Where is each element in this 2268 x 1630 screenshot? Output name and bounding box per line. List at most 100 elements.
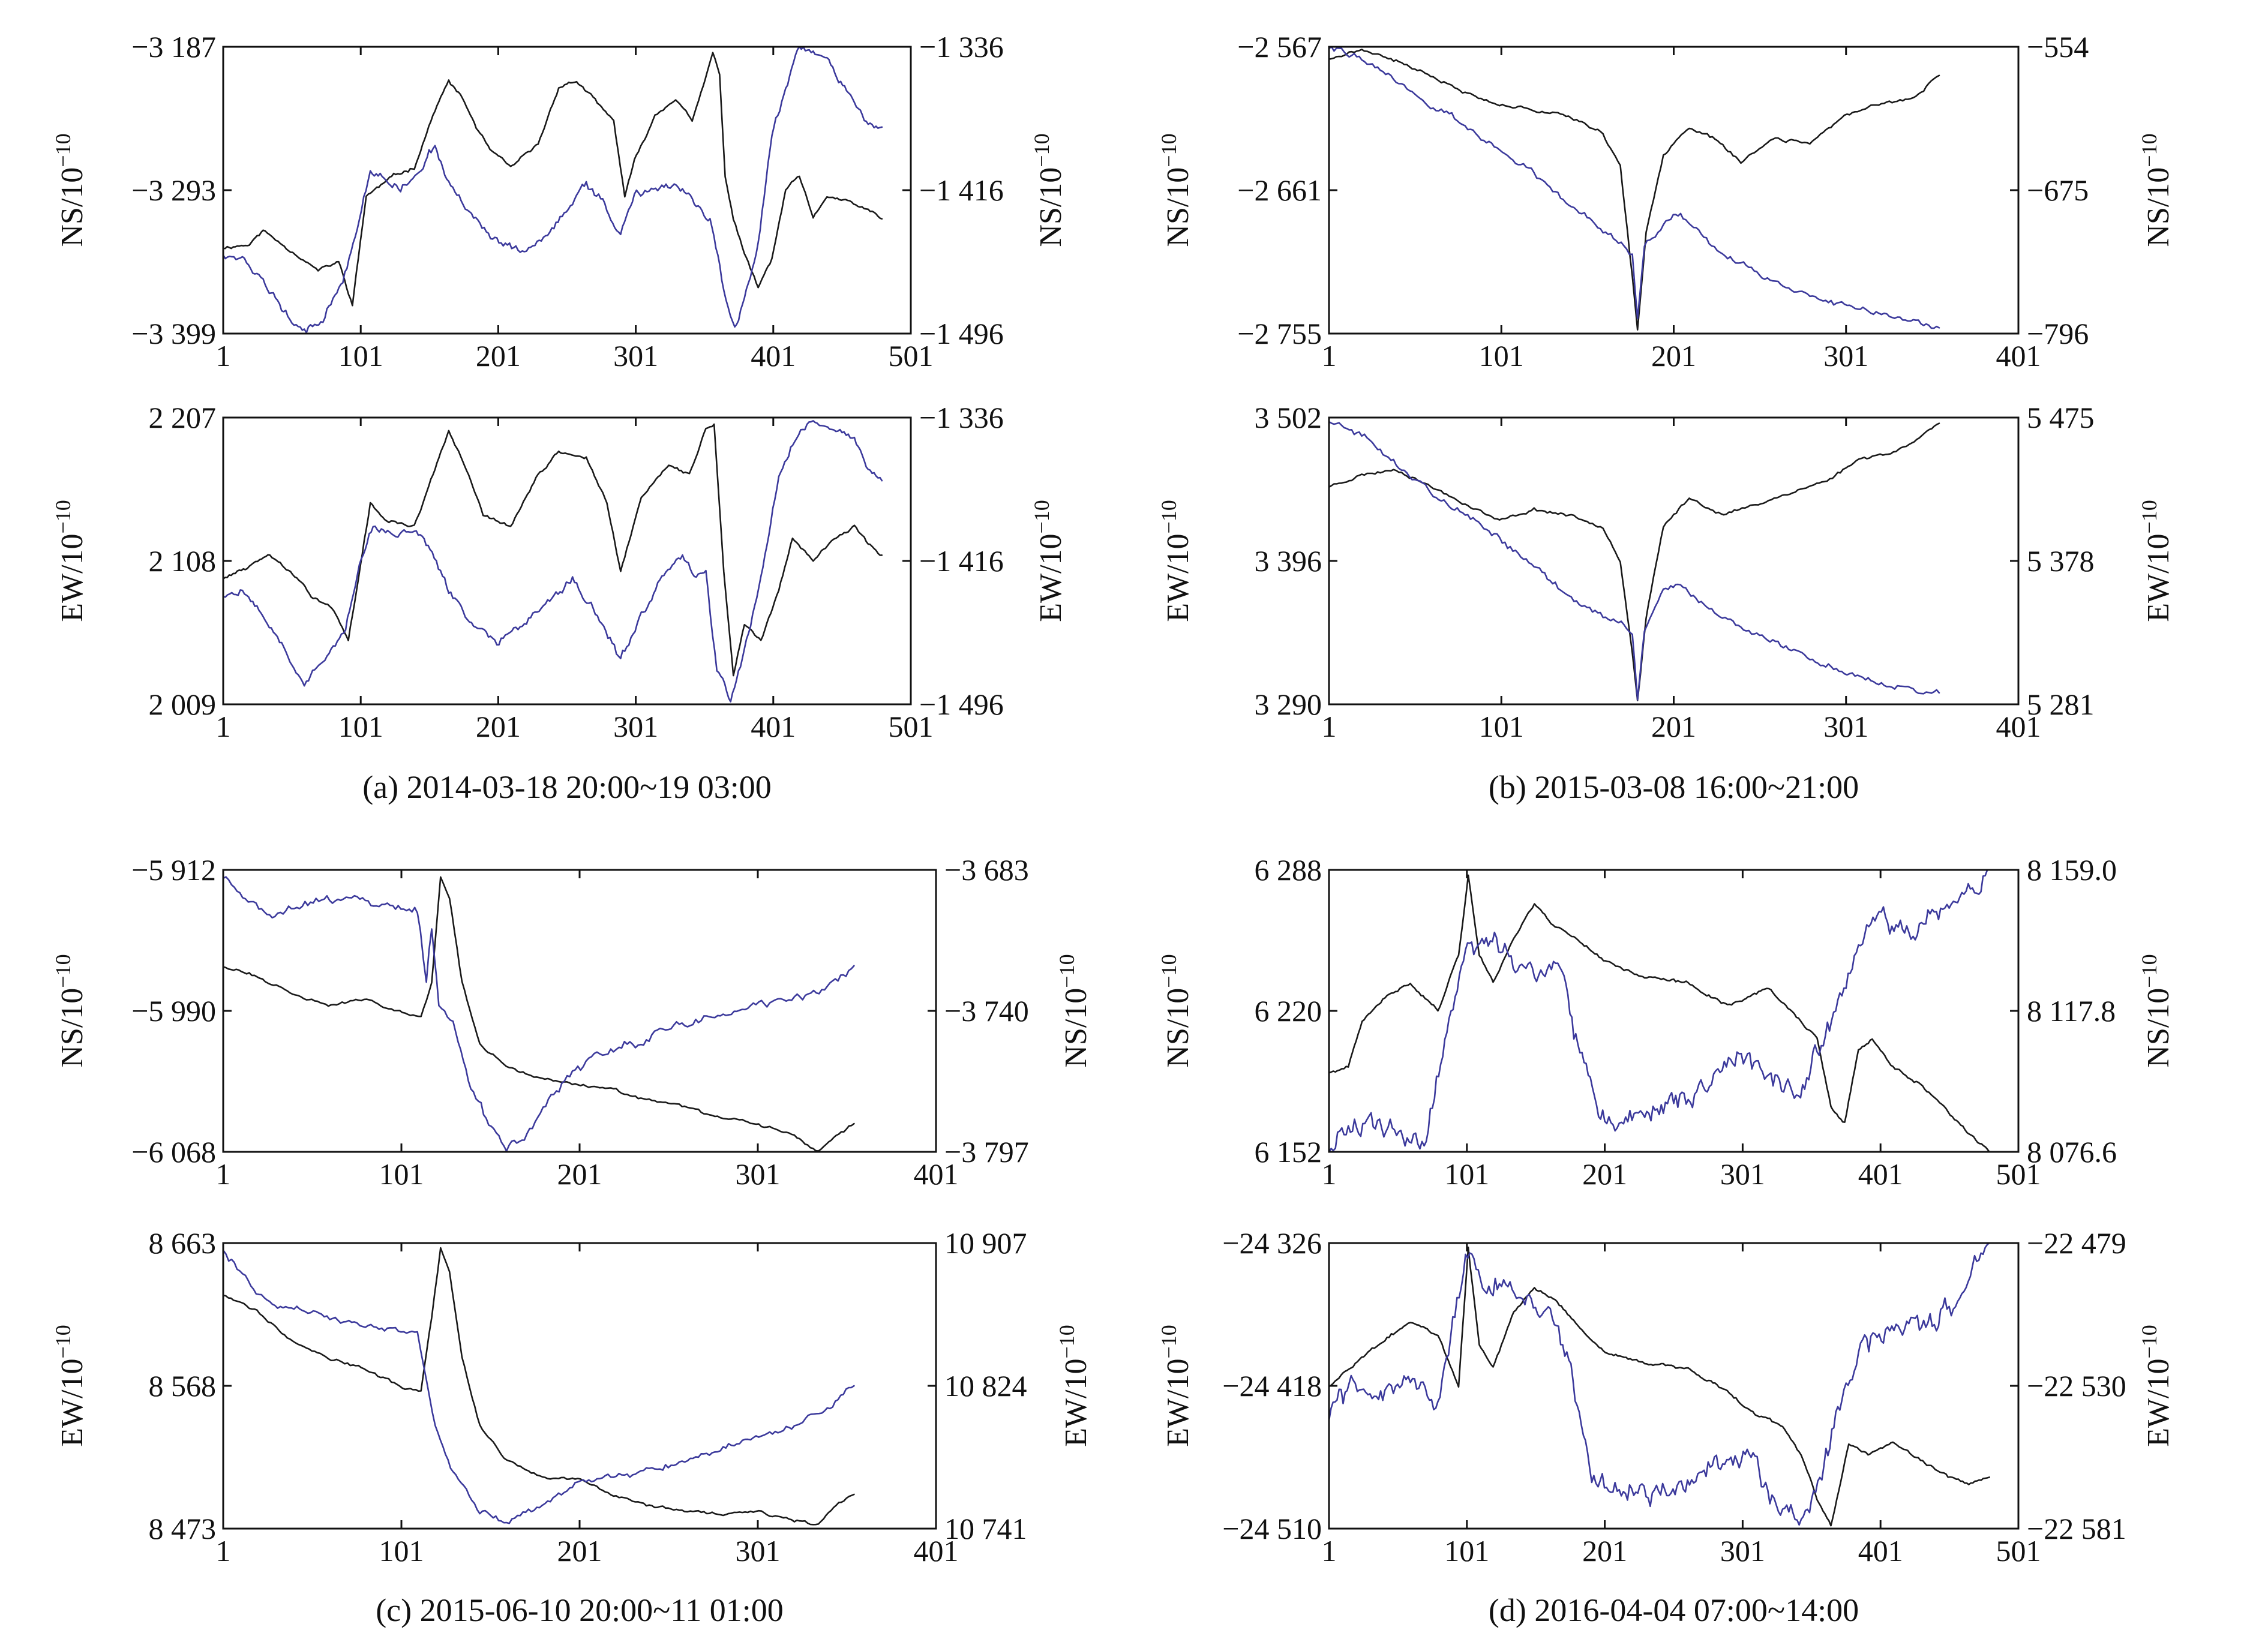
x-tick-label: 1 [1322, 1157, 1337, 1191]
x-tick-label: 1 [1322, 339, 1337, 373]
x-tick-label: 201 [1582, 1157, 1627, 1191]
right-tick-label: −3 740 [944, 994, 1029, 1028]
x-tick-label: 1 [1322, 710, 1337, 743]
subplot-b-ns: −2 567 −2 661 −2 755 −554 −675 −796 1 101 201 301… [1157, 30, 2176, 373]
subplot-d-ns: 6 288 6 220 6 152 8 159.0 8 117.8 8 076.6 1 101… [1157, 853, 2176, 1191]
left-tick-label: 8 568 [149, 1369, 217, 1403]
y-axis-title-left: EW/10−10 [51, 500, 89, 622]
x-tick-label: 301 [1823, 710, 1868, 743]
y-axis-title-left: NS/10−10 [51, 954, 89, 1067]
x-tick-label: 201 [557, 1157, 602, 1191]
y-axis-title-right-text: EW/10 [2141, 534, 2176, 622]
left-tick-label: −2 661 [1237, 173, 1322, 207]
left-tick-label: −2 755 [1237, 317, 1322, 350]
y-axis-title-right-exponent: −10 [1055, 954, 1079, 987]
right-tick-label: 10 824 [944, 1369, 1027, 1403]
left-tick-label: −2 567 [1237, 30, 1322, 64]
plot-frame [222, 416, 912, 706]
y-axis-title-right-text: NS/10 [1059, 988, 1093, 1068]
y-axis-title-right-text: EW/10 [2141, 1359, 2176, 1447]
x-tick-label: 301 [613, 710, 658, 743]
panel-caption: (a) 2014-03-18 20:00~19 03:00 [362, 769, 772, 805]
y-axis-title-left-exponent: −10 [1157, 500, 1181, 533]
x-tick-label: 1 [216, 710, 231, 743]
x-tick-label: 401 [1858, 1157, 1903, 1191]
y-axis-title-right-exponent: −10 [2137, 133, 2161, 167]
left-tick-label: 8 663 [149, 1226, 217, 1260]
left-tick-label: −3 187 [131, 30, 216, 64]
y-axis-title-left: NS/10−10 [1157, 133, 1195, 247]
series-d-ns-black [1329, 874, 1990, 1153]
y-axis-title-right-exponent: −10 [2137, 954, 2161, 987]
y-axis-title-left: EW/10−10 [1157, 1325, 1195, 1447]
left-tick-label: 6 288 [1255, 853, 1322, 887]
right-tick-label: −22 530 [2027, 1369, 2126, 1403]
x-tick-label: 101 [379, 1157, 424, 1191]
panel-a: −3 187 −3 293 −3 399 −1 336 −1 416 −1 496 1 101… [51, 30, 1068, 805]
series-b-ew-blue [1329, 421, 1940, 701]
left-tick-label: −24 418 [1222, 1369, 1322, 1403]
left-tick-label: −3 399 [131, 317, 216, 350]
y-axis-title-right: NS/10−10 [1055, 954, 1093, 1067]
series-b-ns-blue [1329, 46, 1940, 329]
x-tick-label: 1 [216, 1534, 231, 1568]
y-axis-title-left-text: NS/10 [55, 167, 89, 247]
subplot-a-ns: −3 187 −3 293 −3 399 −1 336 −1 416 −1 496 1 101… [51, 30, 1068, 373]
y-axis-title-right-text: NS/10 [2141, 167, 2176, 247]
subplot-c-ns: −5 912 −5 990 −6 068 −3 683 −3 740 −3 797 1 101… [51, 853, 1093, 1191]
x-tick-label: 201 [1651, 710, 1696, 743]
plot-frame [1328, 1242, 2020, 1530]
series-c-ns-black [223, 876, 855, 1152]
subplot-a-ew: 2 207 2 108 2 009 −1 336 −1 416 −1 496 1 101 201… [51, 401, 1068, 743]
y-axis-title-left: NS/10−10 [51, 133, 89, 247]
x-tick-label: 401 [1858, 1534, 1903, 1568]
left-tick-label: −24 326 [1222, 1226, 1322, 1260]
y-axis-title-right: EW/10−10 [2137, 1325, 2176, 1447]
x-tick-label: 401 [914, 1157, 959, 1191]
y-axis-title-left-exponent: −10 [51, 954, 75, 987]
left-tick-label: 6 220 [1255, 994, 1322, 1028]
left-tick-label: −3 293 [131, 173, 216, 207]
x-tick-label: 401 [751, 710, 796, 743]
x-tick-label: 201 [1582, 1534, 1627, 1568]
right-tick-label: 5 378 [2027, 544, 2095, 578]
series-a-ew-blue [223, 420, 883, 703]
left-tick-label: −6 068 [131, 1135, 216, 1169]
panel-caption: (b) 2015-03-08 16:00~21:00 [1489, 769, 1859, 805]
plot-frame [1328, 416, 2020, 706]
y-axis-title-left-exponent: −10 [51, 500, 75, 533]
y-axis-title-right: NS/10−10 [2137, 954, 2176, 1067]
panel-b: −2 567 −2 661 −2 755 −554 −675 −796 1 101 201 301… [1157, 30, 2176, 805]
left-tick-label: 3 290 [1255, 688, 1322, 721]
left-tick-label: 8 473 [149, 1512, 217, 1545]
left-tick-label: −5 912 [131, 853, 216, 887]
left-tick-label: 2 108 [149, 544, 217, 578]
panel-caption: (c) 2015-06-10 20:00~11 01:00 [376, 1592, 784, 1628]
y-axis-title-left-exponent: −10 [1157, 1325, 1181, 1358]
plot-frame [222, 46, 912, 335]
y-axis-title-left: EW/10−10 [51, 1325, 89, 1447]
y-axis-title-right-text: EW/10 [1059, 1359, 1093, 1447]
left-tick-label: 2 009 [149, 688, 217, 721]
subplot-d-ew: −24 326 −24 418 −24 510 −22 479 −22 530 −22 5… [1157, 1226, 2176, 1568]
y-axis-title-left-exponent: −10 [51, 1325, 75, 1358]
series-d-ew-blue [1329, 1242, 1990, 1526]
left-tick-label: 3 502 [1255, 401, 1322, 434]
right-tick-label: 10 907 [944, 1226, 1027, 1260]
right-tick-label: −1 336 [919, 401, 1004, 434]
y-axis-title-left-exponent: −10 [1157, 133, 1181, 167]
x-tick-label: 301 [1823, 339, 1868, 373]
panel-c: −5 912 −5 990 −6 068 −3 683 −3 740 −3 797 1 101… [51, 853, 1093, 1628]
y-axis-title-left-text: NS/10 [55, 988, 89, 1068]
x-tick-label: 501 [1996, 1534, 2041, 1568]
x-tick-label: 101 [338, 710, 383, 743]
y-axis-title-left-text: EW/10 [1161, 534, 1195, 622]
right-tick-label: −1 336 [919, 30, 1004, 64]
right-tick-label: 8 076.6 [2027, 1135, 2117, 1169]
y-axis-title-left-text: NS/10 [1161, 988, 1195, 1068]
right-tick-label: 8 117.8 [2027, 994, 2116, 1028]
x-tick-label: 101 [379, 1534, 424, 1568]
panel-caption: (d) 2016-04-04 07:00~14:00 [1489, 1592, 1859, 1628]
right-tick-label: −1 416 [919, 173, 1004, 207]
